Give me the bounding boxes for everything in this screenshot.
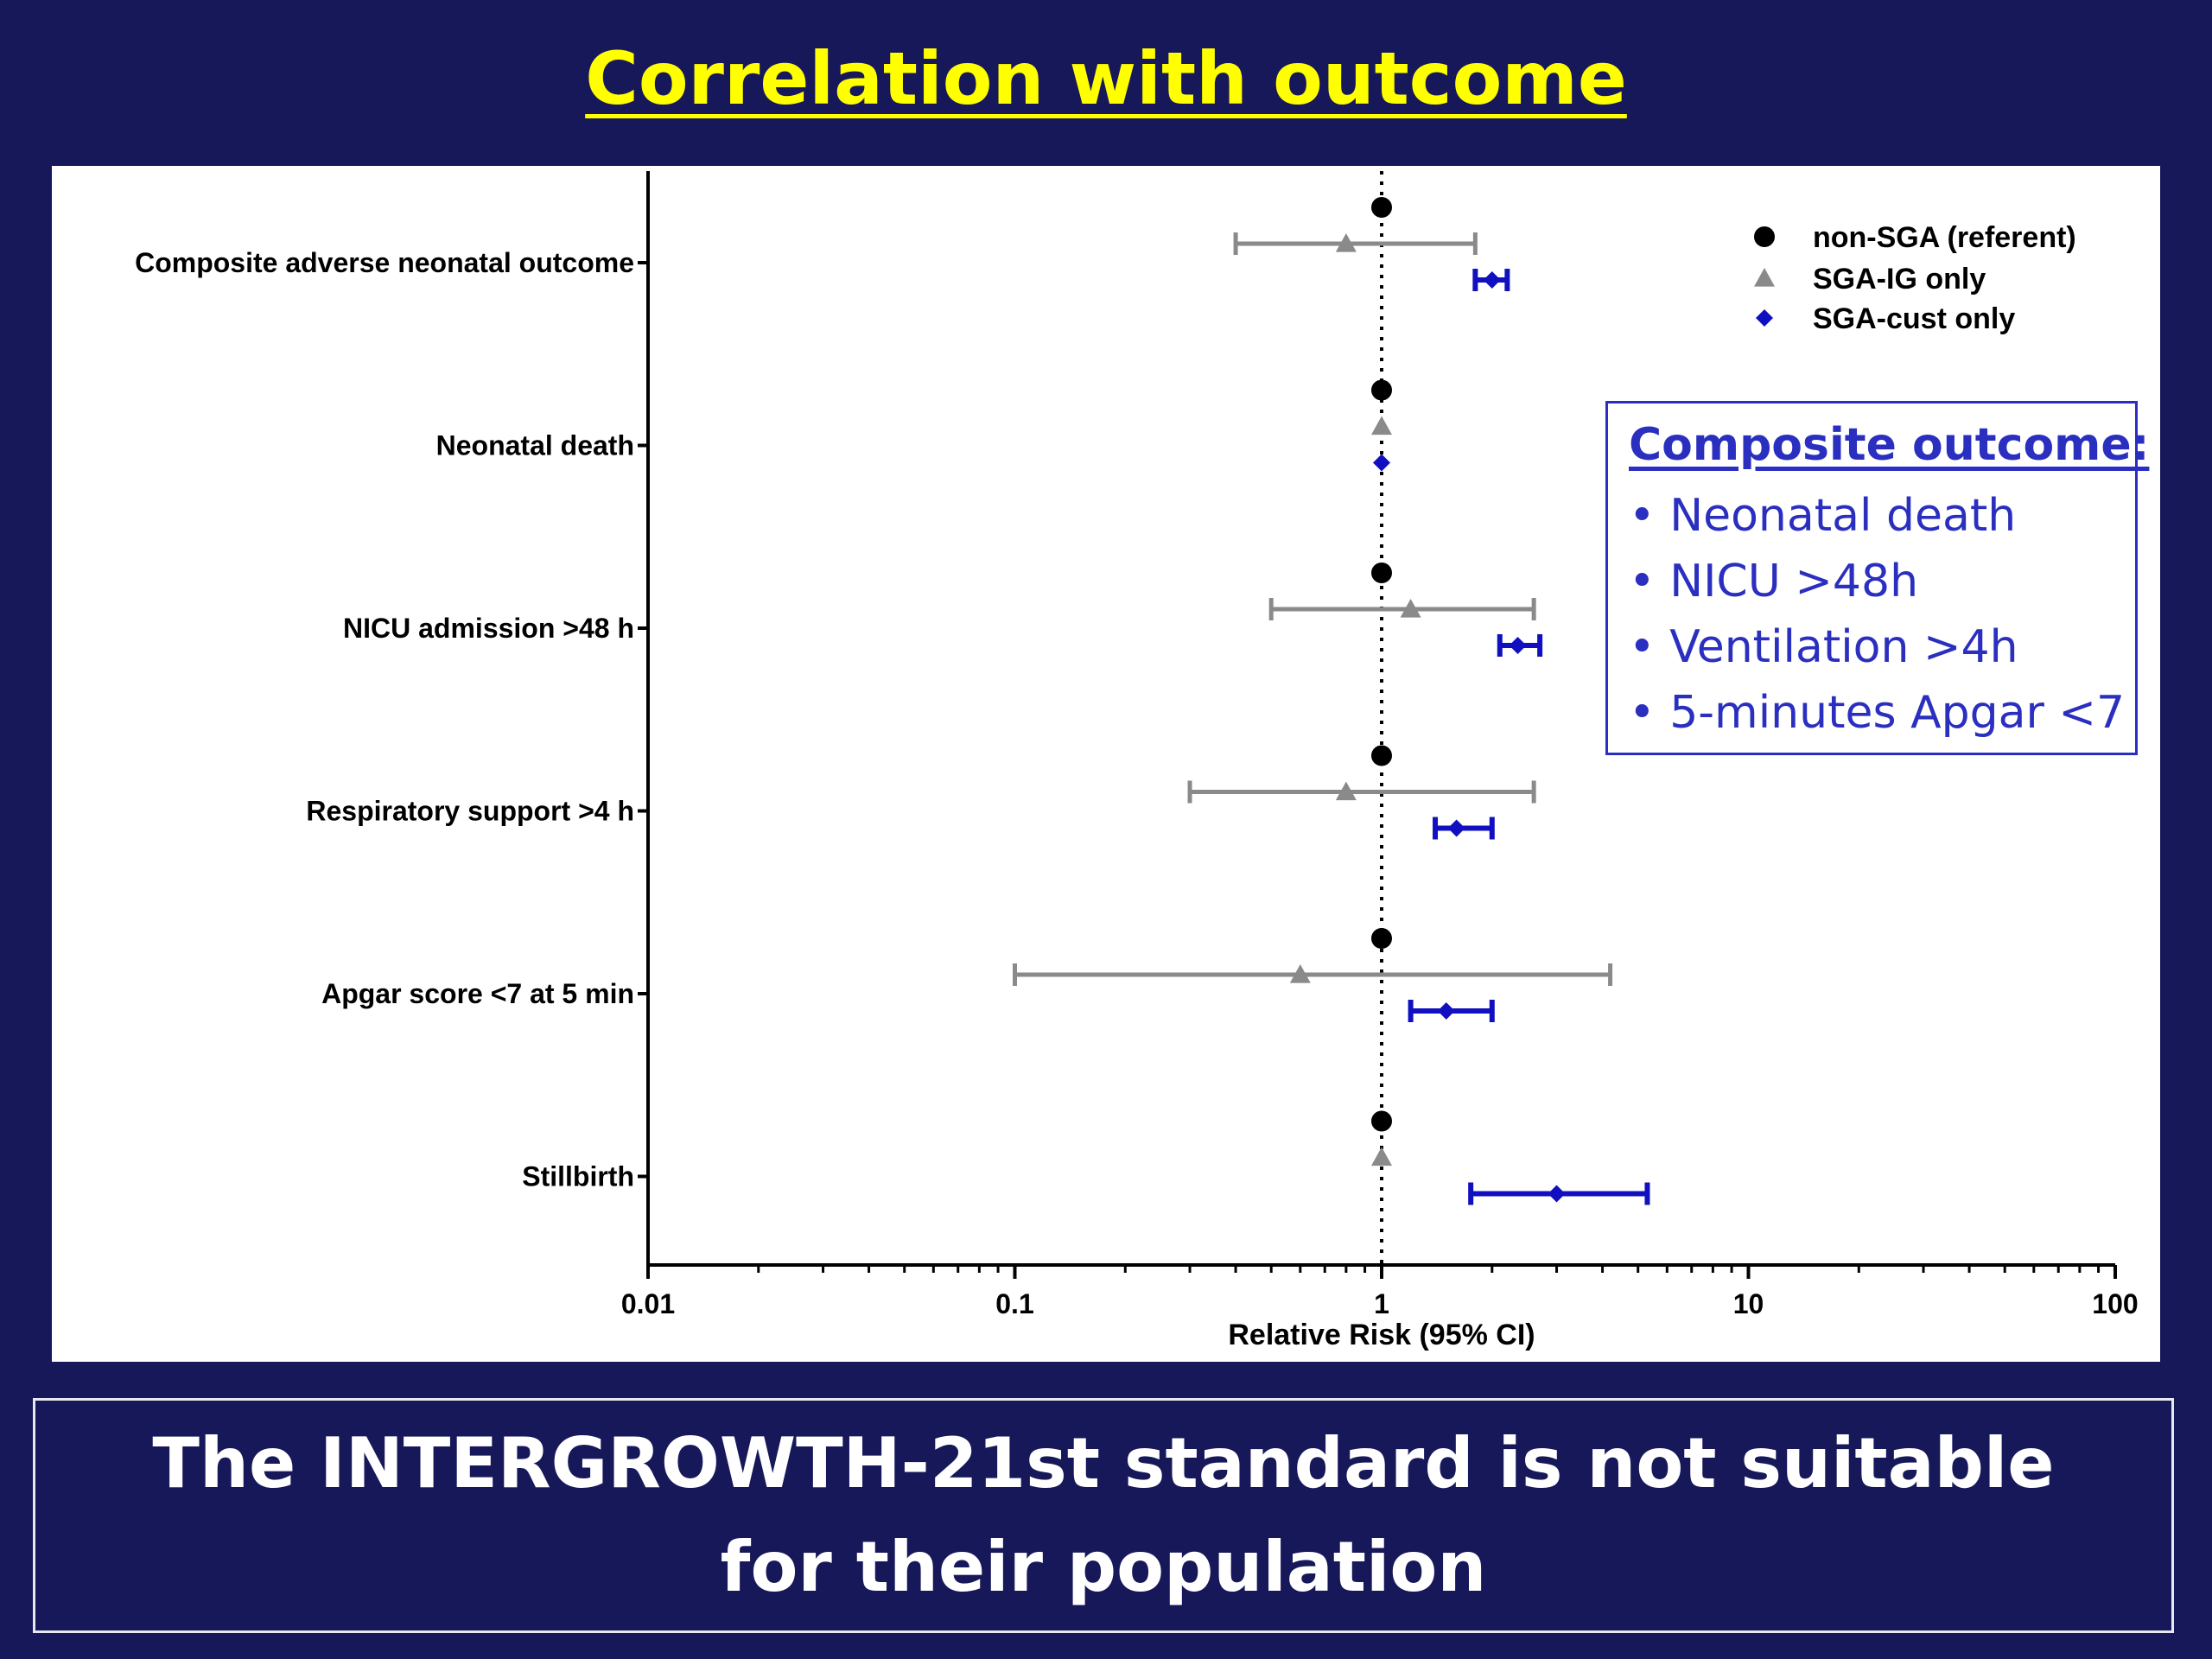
conclusion-line-1: The INTERGROWTH-21st standard is not sui… (152, 1423, 2055, 1503)
x-axis-title: Relative Risk (95% CI) (1228, 1319, 1535, 1351)
point-marker (1371, 197, 1392, 218)
point-marker (1509, 637, 1527, 654)
point-marker (1371, 563, 1392, 583)
composite-outcome-title: Composite outcome: (1629, 419, 2150, 471)
x-tick-label: 100 (2092, 1288, 2138, 1319)
composite-outcome-item: • Neonatal death (1629, 490, 2017, 542)
x-tick-label: 10 (1733, 1288, 1764, 1319)
x-tick-label: 0.1 (995, 1288, 1033, 1319)
point-marker (1548, 1185, 1566, 1203)
point-marker (1371, 1110, 1392, 1132)
point-marker (1483, 271, 1501, 289)
point-marker (1335, 233, 1357, 252)
forest-plot: 0.01 0.1 1 10 100 Relative Risk (95% CI) Compo… (135, 171, 2139, 1351)
conclusion-text: The INTERGROWTH-21st standard is not sui… (152, 1412, 2054, 1619)
category-label: Apgar score <7 at 5 min (321, 978, 634, 1009)
composite-outcome-item: • Ventilation >4h (1629, 621, 2018, 673)
point-marker (1371, 379, 1392, 401)
composite-outcome-item: • NICU >48h (1629, 556, 1919, 607)
point-marker (1371, 416, 1392, 435)
category-label: Respiratory support >4 h (306, 796, 634, 827)
chart-panel: 0.01 0.1 1 10 100 Relative Risk (95% CI) Compo… (52, 166, 2160, 1362)
legend-label: SGA-IG only (1813, 263, 1986, 296)
category-label: Stillbirth (522, 1161, 634, 1192)
legend-label: non-SGA (referent) (1813, 221, 2076, 254)
point-marker (1371, 928, 1392, 949)
point-marker (1437, 1002, 1455, 1020)
category-label: Neonatal death (436, 430, 634, 461)
point-marker (1373, 454, 1390, 472)
legend-marker (1754, 226, 1775, 247)
legend-marker (1754, 268, 1775, 287)
category-label: Composite adverse neonatal outcome (135, 247, 634, 278)
point-marker (1371, 1147, 1392, 1166)
x-tick-label: 1 (1374, 1288, 1389, 1319)
composite-outcome-item: • 5-minutes Apgar <7 (1629, 687, 2126, 739)
conclusion-line-2: for their population (720, 1527, 1487, 1607)
category-label: NICU admission >48 h (343, 613, 634, 644)
slide-title: Correlation with outcome (585, 36, 1627, 121)
point-marker (1371, 745, 1392, 766)
point-marker (1447, 819, 1465, 837)
legend-label: SGA-cust only (1813, 302, 2015, 335)
point-marker (1400, 599, 1421, 618)
composite-outcome-box: Composite outcome: • Neonatal death • NI… (1605, 401, 2150, 755)
conclusion-box: The INTERGROWTH-21st standard is not sui… (33, 1398, 2174, 1633)
legend-marker (1756, 309, 1773, 327)
point-marker (1335, 781, 1357, 801)
point-marker (1289, 964, 1311, 983)
x-tick-label: 0.01 (621, 1288, 675, 1319)
